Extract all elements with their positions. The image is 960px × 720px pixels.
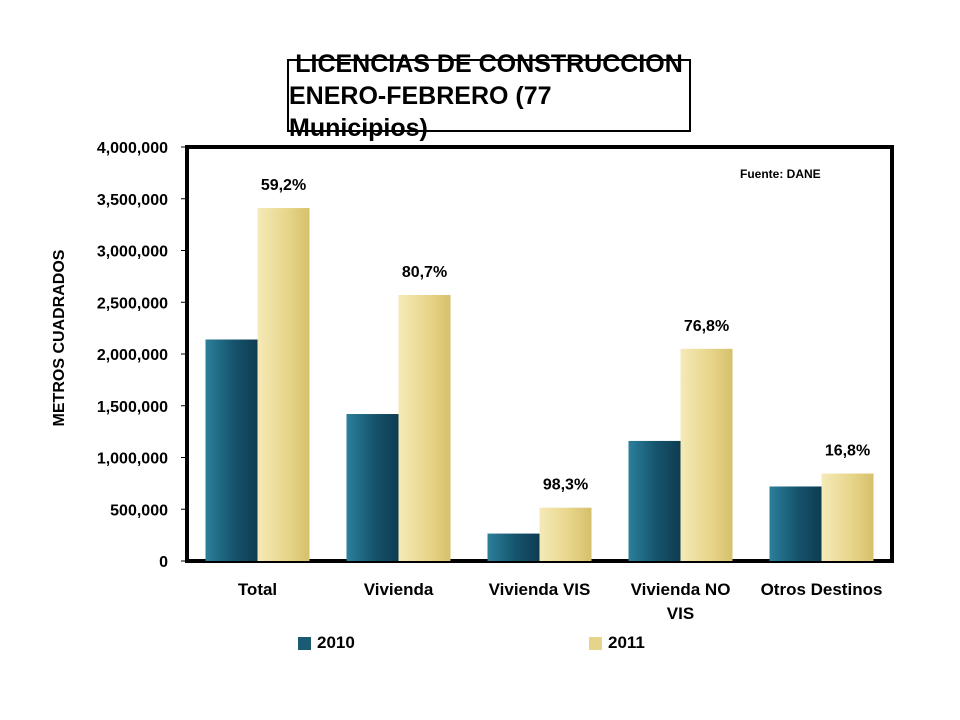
bar-2011 — [257, 208, 310, 561]
y-tick-label: 1,000,000 — [97, 451, 168, 468]
bar-2011 — [398, 295, 451, 561]
y-ticks: 0 500,000 1,000,000 1,500,000 2,000,000 2,500… — [97, 140, 187, 571]
chart-title-line-2: ENERO-FEBRERO (77 Municipios) — [289, 81, 552, 142]
legend-item-2011: 2011 — [589, 633, 645, 653]
y-tick-label: 1,500,000 — [97, 399, 168, 416]
bar-2011 — [539, 507, 592, 561]
bar-2011 — [821, 473, 874, 561]
percent-change-label: 98,3% — [543, 477, 588, 494]
percent-change-label: 76,8% — [684, 318, 729, 335]
x-tick-label: Vivienda — [364, 580, 434, 599]
legend-swatch-2010 — [298, 636, 311, 650]
percent-change-label: 16,8% — [825, 443, 870, 460]
bar-2010 — [769, 486, 822, 561]
x-tick-label: Vivienda VIS — [489, 580, 591, 599]
x-tick-label: Total — [238, 580, 277, 599]
x-tick-labels: Total Vivienda Vivienda VIS Vivienda NO VIS O… — [238, 580, 883, 623]
bar-2010 — [205, 339, 258, 561]
bar-2010 — [487, 533, 540, 561]
chart-title: LICENCIAS DE CONSTRUCCION ENERO-FEBRERO … — [287, 50, 691, 142]
y-tick-label: 2,500,000 — [97, 295, 168, 312]
legend-label-2011: 2011 — [608, 633, 645, 652]
y-tick-label: 3,500,000 — [97, 192, 168, 209]
percent-change-label: 80,7% — [402, 264, 447, 281]
bar-2010 — [628, 440, 681, 561]
bars: 59,2% 80,7% 98,3% 76,8% 16,8% — [205, 177, 874, 561]
legend-item-2010: 2010 — [298, 633, 355, 653]
x-tick-label: Otros Destinos — [761, 580, 883, 599]
source-note: Fuente: DANE — [740, 167, 821, 181]
y-tick-label: 500,000 — [110, 502, 168, 519]
legend-swatch-2011 — [589, 636, 602, 650]
legend-label-2010: 2010 — [317, 633, 355, 652]
y-tick-label: 2,000,000 — [97, 347, 168, 364]
y-tick-label: 0 — [159, 554, 168, 571]
y-tick-label: 3,000,000 — [97, 244, 168, 261]
bar-2011 — [680, 348, 733, 561]
bar-2010 — [346, 414, 399, 561]
x-tick-label: Vivienda NO VIS — [631, 580, 731, 623]
chart-title-line-1: LICENCIAS DE CONSTRUCCION — [295, 49, 683, 78]
y-tick-label: 4,000,000 — [97, 140, 168, 157]
percent-change-label: 59,2% — [261, 177, 306, 194]
